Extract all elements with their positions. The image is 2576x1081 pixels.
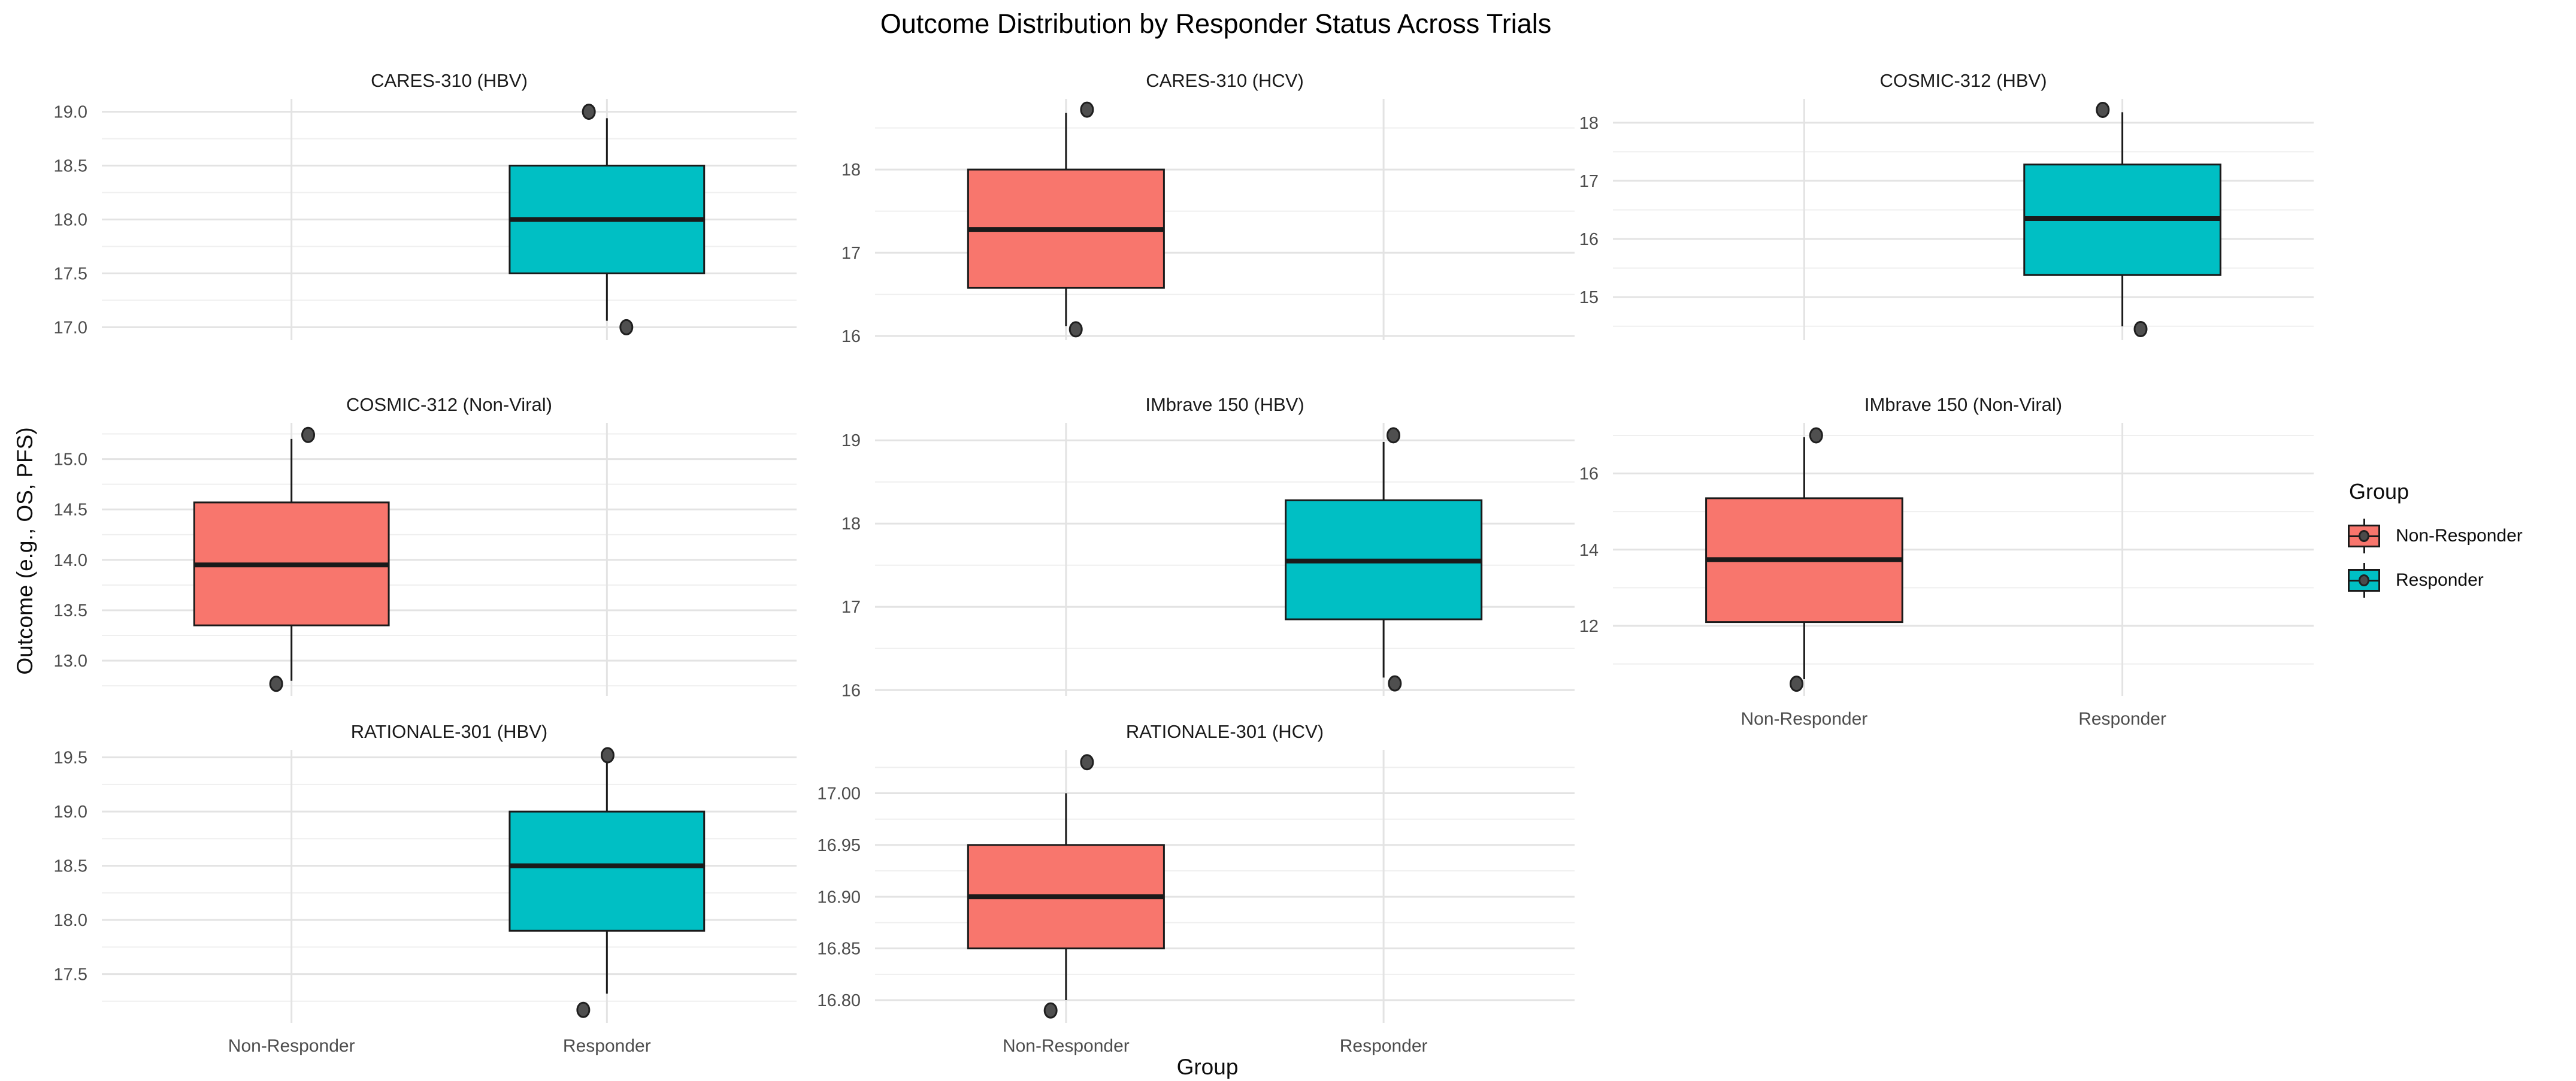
y-tick-label: 18 (841, 514, 861, 534)
facet-panel: IMbrave 150 (HBV) 16 17 18 19 (841, 394, 1575, 700)
outlier-point (576, 1001, 591, 1018)
legend-label: Non-Responder (2396, 526, 2523, 546)
outlier-point (1809, 427, 1823, 444)
y-tick-label: 17.5 (54, 965, 87, 985)
facet-title: CARES-310 (HBV) (371, 70, 528, 91)
legend-item-responder: Responder (2348, 563, 2523, 598)
facet-panel: CARES-310 (HBV) 17.0 17.5 18.0 18.5 19.0 (54, 70, 797, 340)
facet-title: COSMIC-312 (Non-Viral) (346, 394, 552, 415)
boxplot-box (508, 810, 706, 932)
outlier-point (1790, 676, 1804, 692)
facet-panel: CARES-310 (HCV) 16 17 18 (841, 70, 1575, 346)
x-tick-label: Responder (2078, 709, 2166, 729)
y-tick-label: 17.5 (54, 264, 87, 283)
legend-title: Group (2349, 479, 2409, 504)
outlier-point (1080, 101, 1094, 118)
y-tick-label: 18 (841, 161, 861, 180)
y-tick-label: 16 (841, 327, 861, 346)
x-tick-label: Non-Responder (228, 1036, 355, 1056)
facet-title: IMbrave 150 (HBV) (1145, 394, 1304, 415)
facet-title: COSMIC-312 (HBV) (1879, 70, 2047, 91)
x-tick-label: Non-Responder (1003, 1036, 1130, 1056)
y-tick-label: 16 (841, 681, 861, 700)
facet-panel: IMbrave 150 (Non-Viral) 12 14 16 Non-Respond… (1579, 394, 2314, 729)
outlier-point (2096, 101, 2110, 118)
boxplot-key-icon (2348, 563, 2380, 598)
outlier-point (1386, 427, 1400, 444)
y-tick-label: 17.00 (817, 785, 861, 804)
y-tick-label: 16.80 (817, 991, 861, 1010)
outlier-point (1068, 321, 1083, 338)
plot-area: 13.0 13.5 14.0 14.5 15.0 (54, 423, 797, 696)
outlier-point (619, 319, 634, 335)
y-tick-label: 15.0 (54, 450, 87, 470)
y-tick-label: 18 (1579, 114, 1599, 133)
facet-panel: RATIONALE-301 (HCV)16.8016.8516.9016.951… (817, 721, 1575, 1056)
legend-item-non-responder: Non-Responder (2348, 519, 2523, 553)
facet-panel: COSMIC-312 (HBV) 15 16 17 18 (1579, 70, 2314, 340)
plot-area: 16.80 16.85 16.90 16.95 17.00 Non-Responder Re… (817, 750, 1575, 1056)
y-tick-label: 18.5 (54, 157, 87, 176)
facet-title: CARES-310 (HCV) (1146, 70, 1304, 91)
outlier-point (269, 676, 283, 692)
y-tick-label: 16 (1579, 230, 1599, 249)
plot-area: 17.0 17.5 18.0 18.5 19.0 (54, 99, 797, 340)
y-tick-label: 12 (1579, 617, 1599, 636)
y-tick-label: 14 (1579, 541, 1599, 560)
y-tick-label: 17 (841, 598, 861, 617)
x-tick-label: Responder (563, 1036, 651, 1056)
y-tick-label: 16 (1579, 465, 1599, 484)
x-tick-label: Non-Responder (1741, 709, 1868, 729)
outlier-point (301, 426, 316, 443)
outlier-point (582, 104, 596, 120)
legend-label: Responder (2396, 570, 2484, 590)
facet-title: RATIONALE-301 (HCV) (1126, 721, 1324, 742)
outlier-point (1043, 1002, 1058, 1019)
y-tick-label: 16.95 (817, 836, 861, 855)
plot-area: 12 14 16 Non-Responder Responder (1579, 423, 2314, 729)
facet-title: IMbrave 150 (Non-Viral) (1864, 394, 2062, 415)
facet-title: RATIONALE-301 (HBV) (351, 721, 547, 742)
y-tick-label: 16.90 (817, 888, 861, 907)
plot-area: 16 17 18 19 (841, 423, 1575, 700)
y-tick-label: 19.0 (54, 103, 87, 122)
plot-area: 17.5 18.0 18.5 19.0 19.5 Non-Responder Respond… (54, 747, 797, 1056)
plot-area: 15 16 17 18 (1579, 99, 2314, 340)
y-tick-label: 17 (841, 244, 861, 263)
outlier-point (1388, 675, 1402, 692)
y-tick-label: 18.0 (54, 911, 87, 930)
y-tick-label: 15 (1579, 288, 1599, 307)
y-tick-label: 14.5 (54, 501, 87, 520)
y-tick-label: 13.0 (54, 652, 87, 671)
y-tick-label: 13.5 (54, 601, 87, 620)
outlier-point (2133, 321, 2148, 338)
outlier-point (1080, 754, 1094, 771)
outlier-point (600, 747, 615, 764)
y-tick-label: 14.0 (54, 551, 87, 570)
y-tick-label: 17 (1579, 172, 1599, 191)
legend: Group Non-Responder Responder (2348, 479, 2523, 607)
y-tick-label: 19.0 (54, 803, 87, 822)
y-tick-label: 16.85 (817, 940, 861, 959)
plot-area: 16 17 18 (841, 99, 1575, 346)
facet-panel: RATIONALE-301 (HBV) 17.5 18.0 18.5 19.0 19.5 N… (54, 721, 797, 1056)
y-tick-label: 17.0 (54, 318, 87, 337)
y-tick-label: 19.5 (54, 749, 87, 768)
y-tick-label: 18.5 (54, 857, 87, 876)
x-tick-label: Responder (1340, 1036, 1428, 1056)
chart-title: Outcome Distribution by Responder Status… (880, 8, 1552, 39)
facet-panel: COSMIC-312 (Non-Viral) 13.0 13.5 14.0 14.5 15… (54, 394, 797, 696)
y-tick-label: 19 (841, 431, 861, 450)
x-axis-title: Group (1176, 1055, 1239, 1079)
boxplot-key-icon (2348, 519, 2380, 553)
y-tick-label: 18.0 (54, 211, 87, 230)
